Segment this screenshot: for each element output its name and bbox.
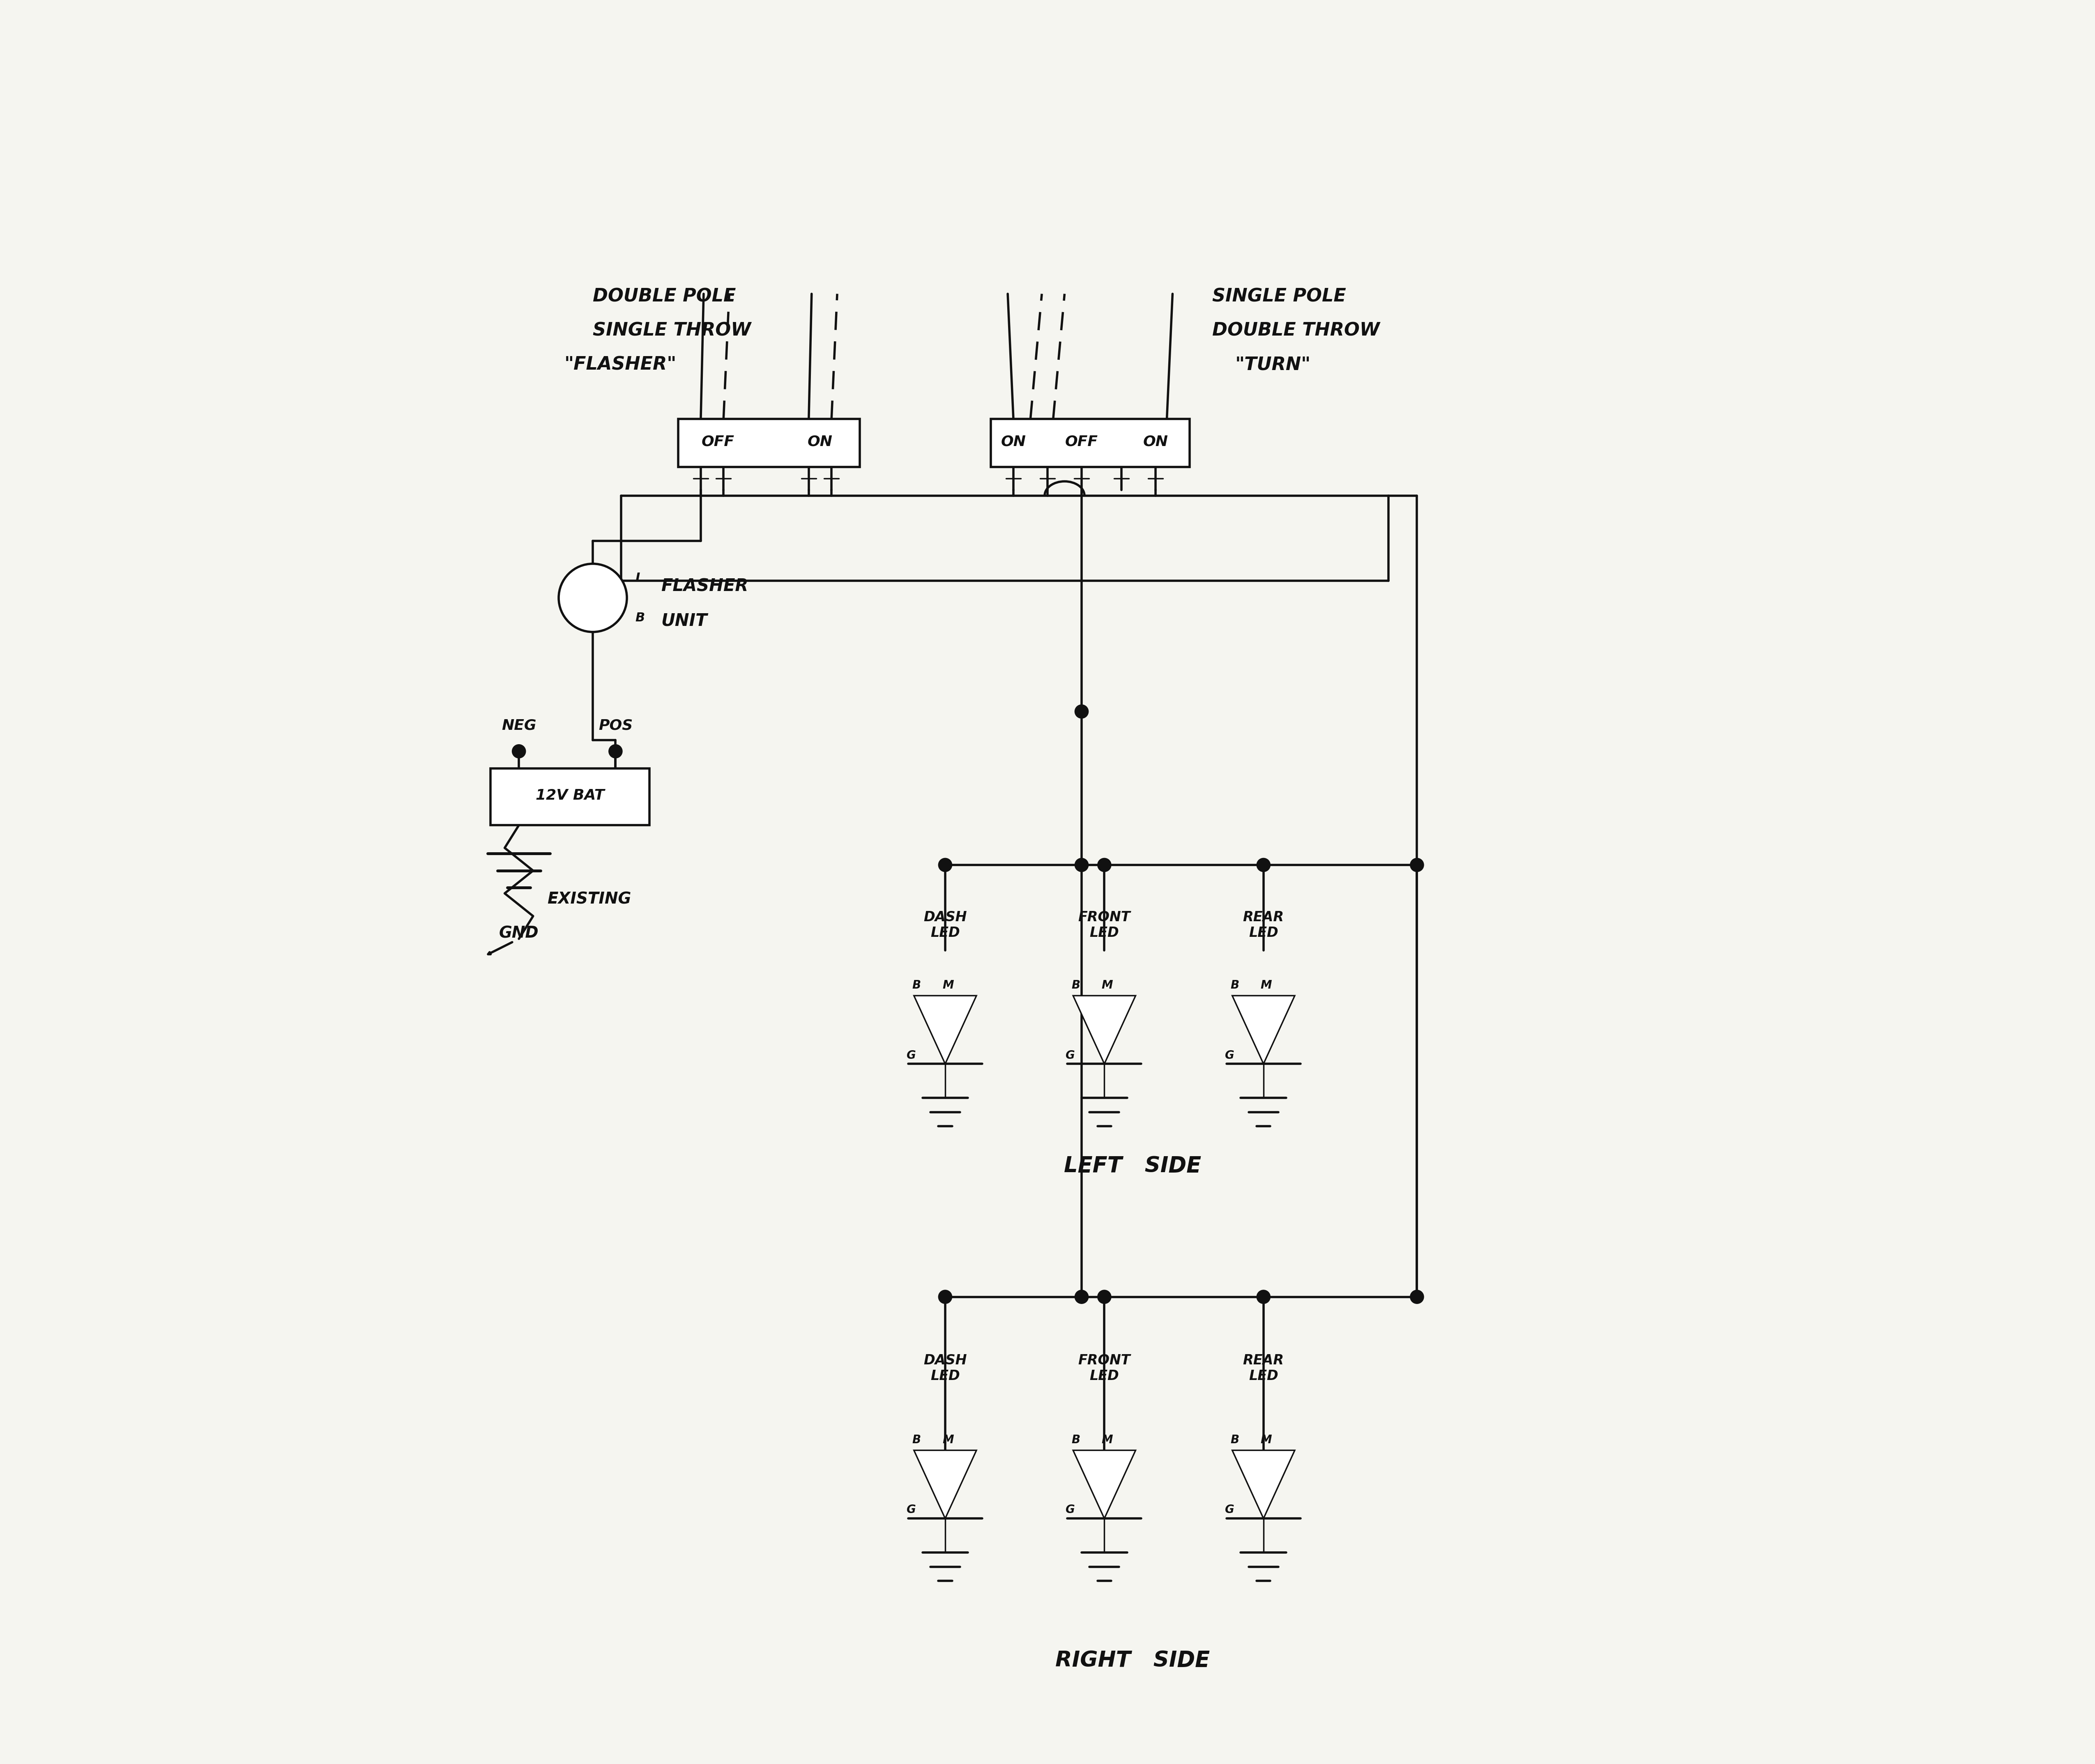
- Text: SINGLE POLE: SINGLE POLE: [1213, 288, 1347, 305]
- Text: G: G: [907, 1050, 916, 1062]
- Bar: [490, 769, 649, 826]
- Text: POS: POS: [599, 718, 633, 732]
- Text: G: G: [1066, 1505, 1075, 1515]
- Circle shape: [1410, 1289, 1425, 1304]
- Text: "TURN": "TURN": [1236, 356, 1311, 374]
- Circle shape: [1098, 1289, 1110, 1304]
- Text: ON: ON: [807, 434, 832, 448]
- Text: REAR
LED: REAR LED: [1242, 910, 1284, 940]
- Text: DOUBLE THROW: DOUBLE THROW: [1213, 321, 1381, 340]
- Text: LEFT   SIDE: LEFT SIDE: [1064, 1155, 1200, 1177]
- Polygon shape: [1232, 1450, 1295, 1519]
- Bar: [679, 418, 859, 467]
- Text: DASH
LED: DASH LED: [924, 910, 968, 940]
- Text: ON: ON: [1001, 434, 1027, 448]
- Text: ON: ON: [1144, 434, 1169, 448]
- Text: B: B: [1230, 1434, 1240, 1446]
- Text: G: G: [1066, 1050, 1075, 1062]
- Text: G: G: [1226, 1505, 1234, 1515]
- Circle shape: [1075, 704, 1089, 718]
- Circle shape: [939, 1289, 951, 1304]
- Text: EXISTING: EXISTING: [547, 891, 631, 907]
- Text: L: L: [635, 572, 643, 584]
- Polygon shape: [913, 1450, 976, 1519]
- Circle shape: [1098, 857, 1110, 871]
- Circle shape: [511, 744, 526, 759]
- Text: B: B: [1230, 979, 1240, 991]
- Text: REAR
LED: REAR LED: [1242, 1353, 1284, 1383]
- Text: M: M: [1102, 1434, 1112, 1446]
- Text: FRONT
LED: FRONT LED: [1079, 910, 1131, 940]
- Circle shape: [559, 564, 626, 632]
- Text: FLASHER: FLASHER: [662, 579, 748, 594]
- Text: B: B: [635, 612, 645, 624]
- Text: SINGLE THROW: SINGLE THROW: [593, 321, 752, 340]
- Circle shape: [1075, 1289, 1089, 1304]
- Text: B: B: [911, 979, 922, 991]
- Circle shape: [1257, 857, 1270, 871]
- Polygon shape: [913, 995, 976, 1064]
- Text: DOUBLE POLE: DOUBLE POLE: [593, 288, 735, 305]
- Circle shape: [1075, 857, 1089, 871]
- Text: M: M: [1102, 979, 1112, 991]
- Circle shape: [610, 744, 622, 759]
- Polygon shape: [1232, 995, 1295, 1064]
- Text: NEG: NEG: [501, 718, 536, 732]
- Text: GND: GND: [499, 926, 538, 940]
- Text: "FLASHER": "FLASHER": [564, 356, 677, 374]
- Text: G: G: [907, 1505, 916, 1515]
- Text: OFF: OFF: [1064, 434, 1098, 448]
- Circle shape: [1257, 1289, 1270, 1304]
- Text: B: B: [911, 1434, 922, 1446]
- Text: 12V BAT: 12V BAT: [536, 789, 605, 803]
- Text: M: M: [1261, 979, 1272, 991]
- Text: M: M: [943, 1434, 953, 1446]
- Text: M: M: [1261, 1434, 1272, 1446]
- Text: G: G: [1226, 1050, 1234, 1062]
- Text: FRONT
LED: FRONT LED: [1079, 1353, 1131, 1383]
- Text: OFF: OFF: [702, 434, 733, 448]
- Bar: [991, 418, 1190, 467]
- Text: DASH
LED: DASH LED: [924, 1353, 968, 1383]
- Text: M: M: [943, 979, 953, 991]
- Circle shape: [1410, 857, 1425, 871]
- Text: RIGHT   SIDE: RIGHT SIDE: [1056, 1649, 1211, 1671]
- Text: UNIT: UNIT: [662, 612, 708, 630]
- Text: B: B: [1071, 1434, 1081, 1446]
- Circle shape: [939, 857, 951, 871]
- Text: B: B: [1071, 979, 1081, 991]
- Polygon shape: [1073, 995, 1135, 1064]
- Polygon shape: [1073, 1450, 1135, 1519]
